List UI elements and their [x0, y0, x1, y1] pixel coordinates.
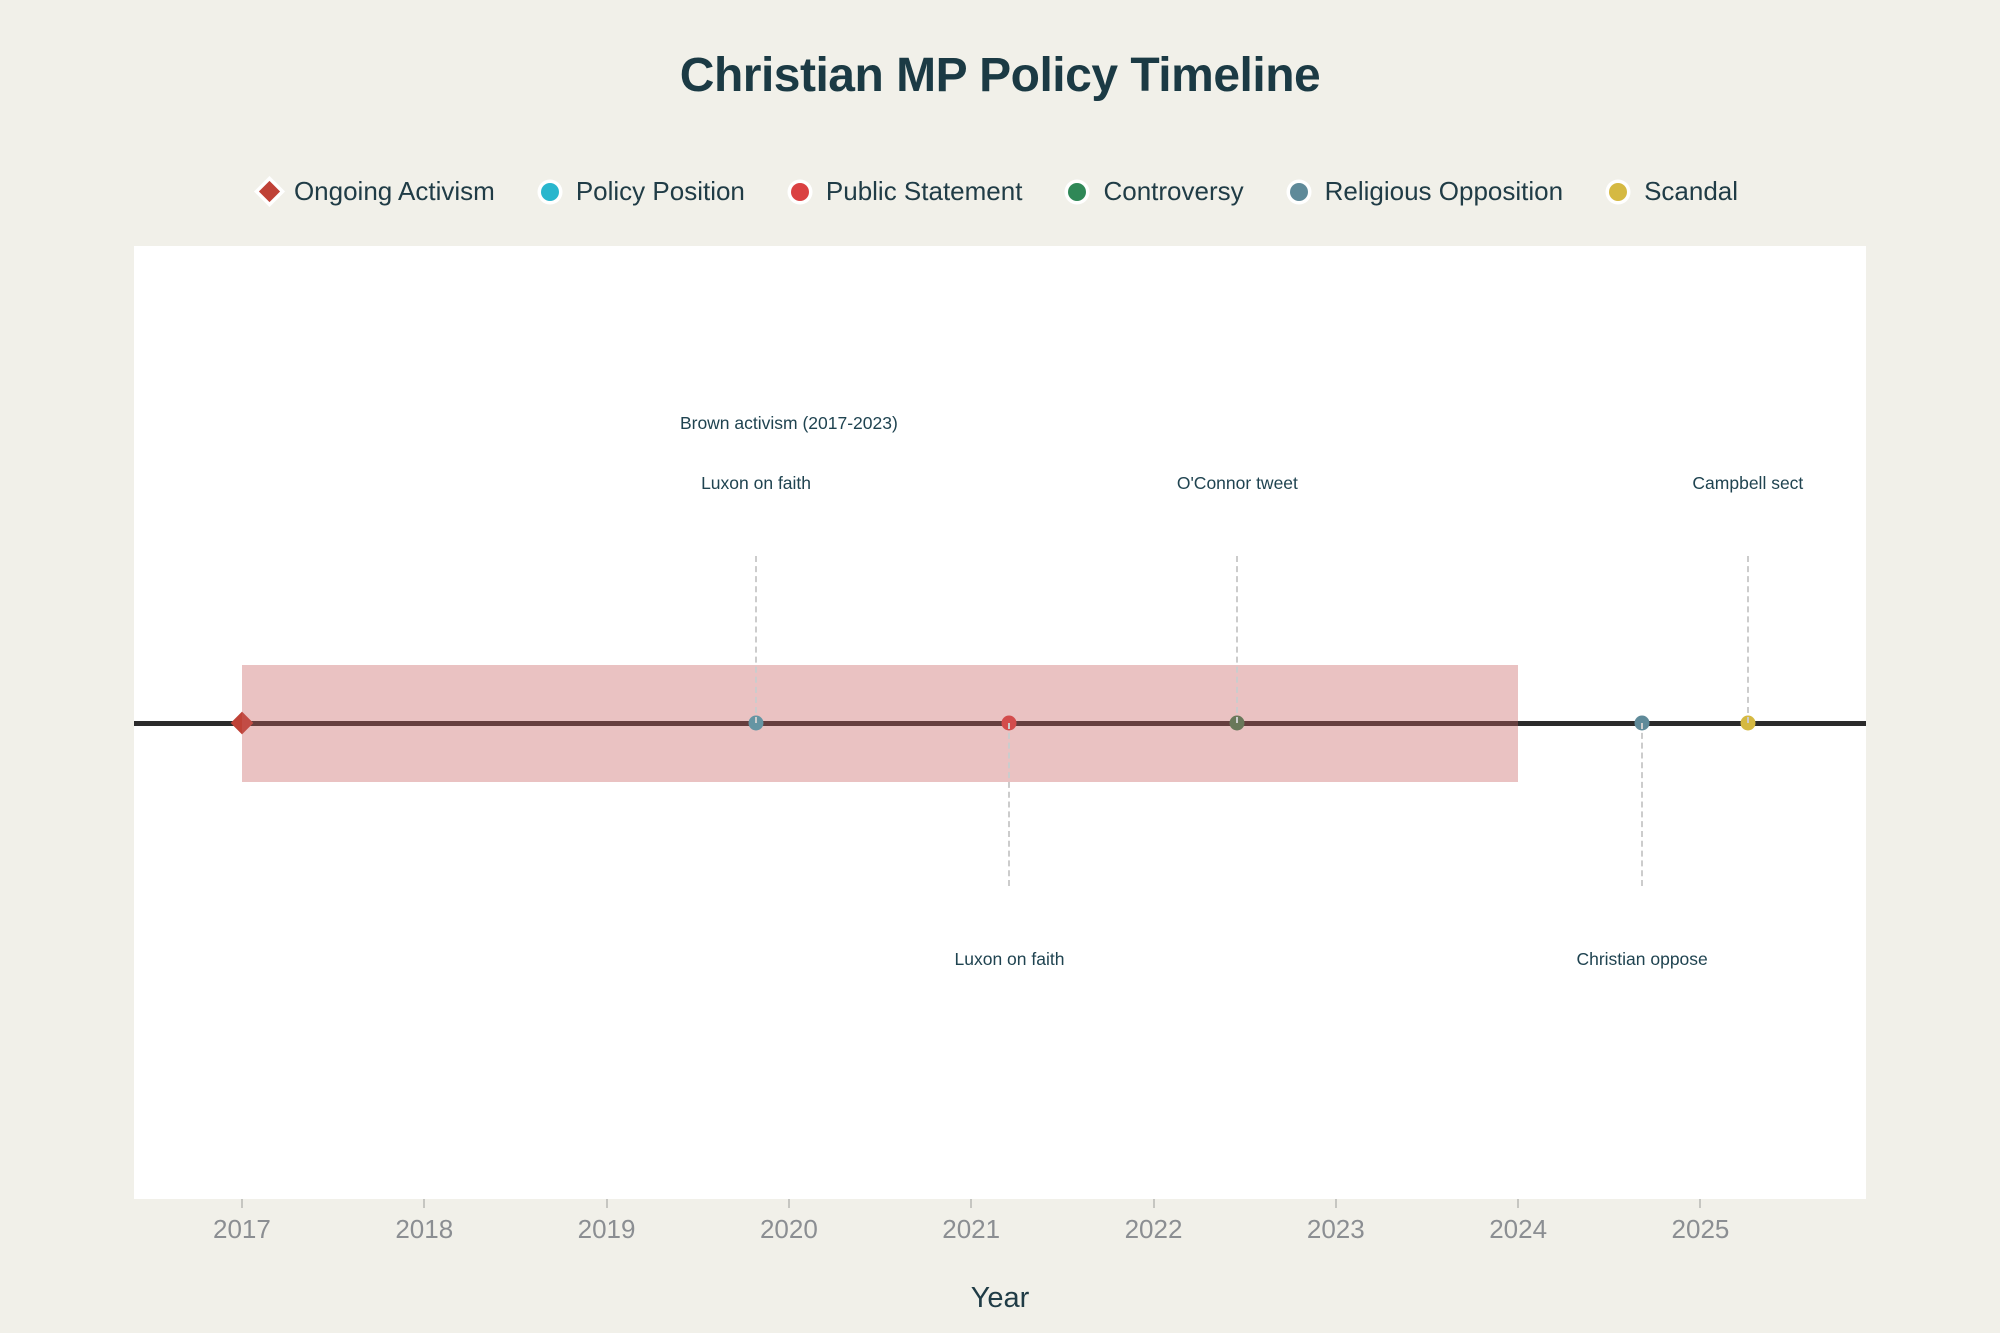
legend-item-label: Controversy	[1103, 176, 1244, 206]
circle-marker-icon	[1609, 182, 1628, 201]
circle-marker-icon	[1068, 182, 1087, 201]
x-tick-mark	[240, 1199, 243, 1208]
dashed-connector-line	[755, 556, 758, 723]
x-tick-label: 2018	[395, 1214, 454, 1244]
circle-marker-icon	[1289, 182, 1308, 201]
plot-area: Brown activism (2017-2023) Luxon on faith…	[134, 246, 1866, 1199]
event-marker-circle[interactable]	[748, 715, 764, 731]
dashed-connector-line	[1746, 556, 1749, 723]
dashed-connector-line	[1008, 723, 1011, 886]
x-tick-label: 2022	[1124, 1214, 1183, 1244]
x-tick-label: 2021	[942, 1214, 1001, 1244]
legend-item-label: Scandal	[1644, 176, 1739, 206]
x-tick-mark	[605, 1199, 608, 1208]
timeline-axis-line	[134, 721, 1866, 726]
x-tick-label: 2019	[577, 1214, 636, 1244]
event-label: Campbell sect	[1692, 473, 1804, 493]
x-tick-mark	[970, 1199, 973, 1208]
dashed-connector-line	[1641, 723, 1644, 886]
x-tick-mark	[1517, 1199, 1520, 1208]
x-tick-mark	[1699, 1199, 1702, 1208]
legend-item-policy-position[interactable]: Policy Position	[540, 176, 745, 207]
x-tick-label: 2020	[759, 1214, 818, 1244]
legend-item-ongoing-activism[interactable]: Ongoing Activism	[258, 176, 495, 207]
legend-item-scandal[interactable]: Scandal	[1609, 176, 1738, 207]
legend-item-controversy[interactable]: Controversy	[1068, 176, 1244, 207]
x-axis-label: Year	[970, 1282, 1030, 1314]
event-label: Christian oppose	[1576, 949, 1708, 969]
event-label: Luxon on faith	[954, 949, 1065, 969]
dashed-connector-line	[1236, 556, 1239, 723]
x-tick-mark	[787, 1199, 790, 1208]
legend-item-label: Religious Opposition	[1324, 176, 1564, 206]
x-axis: 2017 2018 2019 2020 2021 2022 2023 2024 2025	[134, 1199, 1866, 1259]
x-tick-label: 2024	[1489, 1214, 1548, 1244]
chart-title: Christian MP Policy Timeline	[679, 49, 1321, 102]
event-marker-circle[interactable]	[1229, 715, 1245, 731]
x-tick-mark	[423, 1199, 426, 1208]
legend-item-label: Policy Position	[575, 176, 745, 206]
x-tick-label: 2023	[1306, 1214, 1365, 1244]
legend-item-public-statement[interactable]: Public Statement	[790, 176, 1023, 207]
legend-item-label: Public Statement	[825, 176, 1023, 206]
legend: Ongoing Activism Policy Position Public St…	[0, 176, 2000, 207]
event-label: Brown activism (2017-2023)	[679, 413, 898, 433]
legend-item-religious-opposition[interactable]: Religious Opposition	[1289, 176, 1564, 207]
x-tick-label: 2017	[213, 1214, 271, 1244]
x-tick-mark	[1152, 1199, 1155, 1208]
event-marker-circle[interactable]	[1740, 715, 1756, 731]
activism-period-band	[241, 665, 1519, 782]
x-tick-label: 2025	[1671, 1214, 1730, 1244]
legend-item-label: Ongoing Activism	[293, 176, 495, 206]
event-label: Luxon on faith	[701, 473, 812, 493]
diamond-marker-icon	[258, 180, 281, 203]
circle-marker-icon	[790, 182, 809, 201]
x-tick-mark	[1334, 1199, 1337, 1208]
event-label: O'Connor tweet	[1176, 473, 1298, 493]
circle-marker-icon	[540, 182, 559, 201]
